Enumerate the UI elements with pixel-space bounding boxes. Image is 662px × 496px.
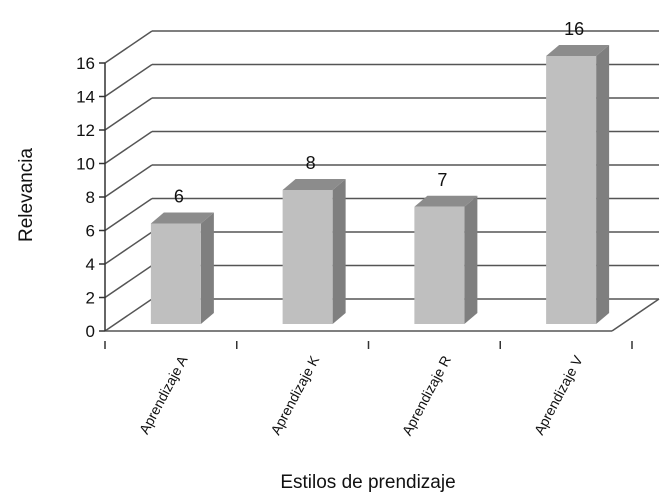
category-label: Aprendizaje A <box>136 352 191 436</box>
y-tick-label: 16 <box>76 54 95 73</box>
floor-side-edge <box>611 298 660 332</box>
gridline-depth <box>104 97 153 131</box>
y-tick-label: 6 <box>86 222 95 241</box>
bar-side <box>200 212 214 324</box>
axes <box>99 62 633 349</box>
bar <box>282 190 333 324</box>
bars <box>150 45 610 324</box>
y-tick-label: 12 <box>76 121 95 140</box>
category-label: Aprendizaje R <box>399 353 454 438</box>
y-tick-label: 0 <box>86 322 95 341</box>
gridline-depth <box>104 130 153 165</box>
bar <box>150 223 201 324</box>
y-axis-title: Relevancia <box>16 148 37 242</box>
data-label: 16 <box>564 19 584 39</box>
gridline-depth <box>104 197 153 232</box>
gridline-depth <box>104 298 153 332</box>
bar-side <box>464 195 478 324</box>
data-label: 8 <box>306 153 316 173</box>
data-label: 6 <box>174 187 184 207</box>
bar-side <box>332 179 346 324</box>
gridline-depth <box>104 63 153 98</box>
gridline-depth <box>104 264 153 299</box>
x-axis-title: Estilos de prendizaje <box>280 472 455 493</box>
bar-top <box>546 45 610 56</box>
y-tick-label: 10 <box>76 155 95 174</box>
y-tick-label: 14 <box>76 88 95 107</box>
bar <box>414 206 465 324</box>
y-tick-label: 2 <box>86 289 95 308</box>
category-label: Aprendizaje K <box>267 352 322 437</box>
category-label: Aprendizaje V <box>531 352 586 437</box>
y-tick-label: 8 <box>86 188 95 207</box>
data-label: 7 <box>437 170 447 190</box>
gridline-depth <box>104 30 153 64</box>
gridline-depth <box>104 164 153 198</box>
bar-top <box>150 212 214 224</box>
bar-top <box>282 179 346 190</box>
gridline-depth <box>104 231 153 265</box>
bar-side <box>596 45 610 324</box>
y-tick-label: 4 <box>86 255 95 274</box>
bar <box>546 56 597 324</box>
bar-top <box>414 195 478 207</box>
